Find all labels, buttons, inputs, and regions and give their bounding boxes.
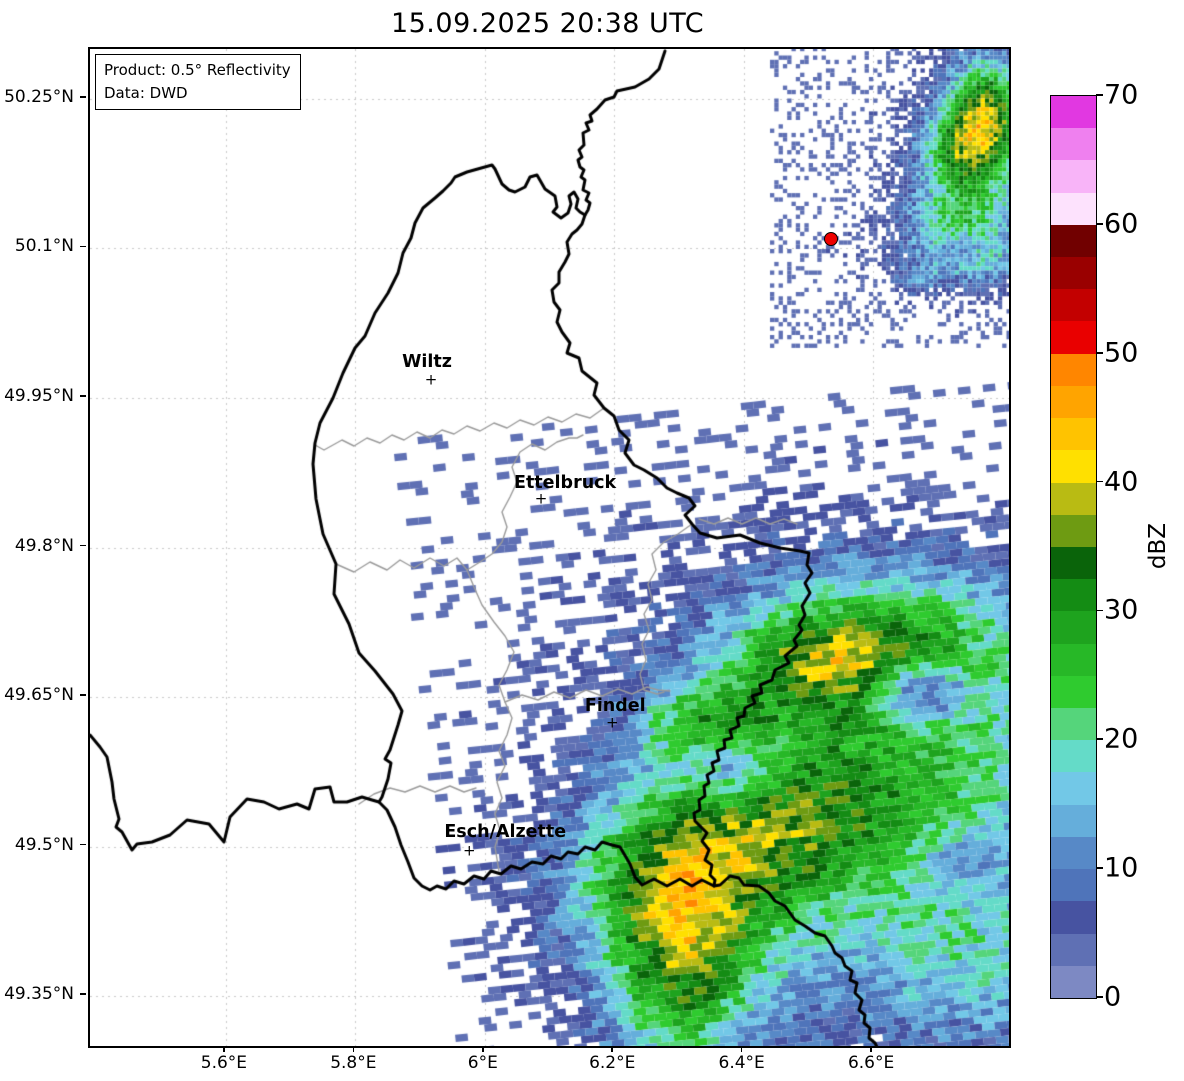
colorbar-tick-label: 10 bbox=[1104, 852, 1139, 884]
x-tickmark bbox=[482, 1046, 484, 1052]
colorbar-axis-label: dBZ bbox=[1145, 522, 1171, 570]
y-tickmark bbox=[80, 395, 86, 397]
y-tick-label: 50.1°N bbox=[14, 236, 74, 257]
y-tickmark bbox=[80, 245, 86, 248]
city-marker-icon: + bbox=[605, 713, 619, 732]
colorbar-segment bbox=[1051, 836, 1096, 870]
y-tick-label: 49.65°N bbox=[4, 685, 74, 706]
x-tickmark bbox=[223, 1046, 225, 1052]
y-tickmark bbox=[80, 694, 86, 696]
city-marker-icon: + bbox=[462, 840, 476, 859]
y-tickmark bbox=[80, 96, 86, 98]
colorbar-segment bbox=[1051, 965, 1096, 998]
colorbar-tickmark bbox=[1096, 223, 1103, 225]
product-info-box: Product: 0.5° Reflectivity Data: DWD bbox=[95, 54, 301, 110]
colorbar-tick-label: 30 bbox=[1104, 594, 1139, 626]
colorbar-segment bbox=[1051, 901, 1096, 934]
colorbar-segment bbox=[1051, 514, 1096, 547]
x-tick-label: 6.6°E bbox=[847, 1053, 895, 1073]
y-tick-label: 49.8°N bbox=[14, 535, 74, 556]
x-tick-label: 6°E bbox=[467, 1053, 498, 1073]
colorbar-segment bbox=[1051, 160, 1096, 193]
x-tickmark bbox=[870, 1046, 872, 1052]
colorbar-segment bbox=[1051, 289, 1096, 322]
colorbar-tickmark bbox=[1096, 996, 1103, 998]
y-tickmark bbox=[80, 993, 86, 995]
colorbar-segment bbox=[1051, 353, 1096, 386]
x-tick-label: 5.8°E bbox=[330, 1053, 377, 1073]
colorbar-tickmark bbox=[1096, 351, 1103, 354]
x-tick-label: 6.2°E bbox=[589, 1053, 636, 1073]
colorbar-segment bbox=[1051, 224, 1096, 257]
product-info-line2: Data: DWD bbox=[104, 83, 188, 102]
x-tickmark bbox=[352, 1046, 355, 1052]
colorbar-tick-label: 40 bbox=[1104, 466, 1139, 498]
map-title: 15.09.2025 20:38 UTC bbox=[390, 8, 705, 39]
y-tick-label: 49.95°N bbox=[4, 385, 74, 406]
city-marker-icon: + bbox=[424, 370, 438, 389]
colorbar-segment bbox=[1051, 256, 1096, 290]
colorbar-tick-label: 60 bbox=[1104, 208, 1139, 240]
colorbar-segment bbox=[1051, 418, 1096, 451]
colorbar-segment bbox=[1051, 128, 1096, 161]
colorbar-segment bbox=[1051, 675, 1096, 709]
x-tickmark bbox=[740, 1046, 743, 1052]
colorbar-tickmark bbox=[1096, 738, 1103, 741]
y-tick-label: 49.5°N bbox=[14, 834, 74, 855]
colorbar-segment bbox=[1051, 804, 1096, 837]
colorbar-tickmark bbox=[1096, 94, 1103, 96]
colorbar-tick-label: 0 bbox=[1104, 981, 1122, 1013]
colorbar-segment bbox=[1051, 450, 1096, 483]
city-label: Esch/Alzette bbox=[444, 821, 567, 842]
colorbar-tick-label: 70 bbox=[1104, 79, 1139, 111]
product-info-line1: Product: 0.5° Reflectivity bbox=[104, 61, 291, 79]
y-tick-label: 50.25°N bbox=[4, 86, 74, 107]
x-tickmark bbox=[611, 1046, 613, 1052]
colorbar-tick-label: 50 bbox=[1104, 337, 1139, 369]
colorbar-tickmark bbox=[1096, 609, 1103, 612]
colorbar-segment bbox=[1051, 708, 1096, 741]
colorbar-segment bbox=[1051, 192, 1096, 225]
colorbar-segment bbox=[1051, 933, 1096, 966]
city-label: Wiltz bbox=[402, 352, 452, 372]
y-tick-label: 49.35°N bbox=[4, 984, 74, 1005]
colorbar-segment bbox=[1051, 740, 1096, 773]
x-tick-label: 5.6°E bbox=[200, 1053, 248, 1073]
colorbar-tick-label: 20 bbox=[1104, 723, 1139, 755]
colorbar-segment bbox=[1051, 611, 1096, 644]
map-canvas bbox=[90, 49, 1009, 1046]
colorbar-segment bbox=[1051, 579, 1096, 612]
y-tickmark bbox=[80, 843, 86, 846]
reflectivity-colorbar bbox=[1050, 95, 1097, 999]
x-tick-label: 6.4°E bbox=[718, 1053, 765, 1073]
colorbar-segment bbox=[1051, 772, 1096, 805]
colorbar-segment bbox=[1051, 482, 1096, 515]
colorbar-segment bbox=[1051, 321, 1096, 354]
station-marker-dot bbox=[824, 232, 839, 247]
colorbar-segment bbox=[1051, 385, 1096, 419]
colorbar-segment bbox=[1051, 95, 1096, 129]
y-tickmark bbox=[80, 544, 86, 547]
city-label: Findel bbox=[584, 695, 646, 716]
colorbar-tickmark bbox=[1096, 480, 1103, 483]
city-marker-icon: + bbox=[534, 488, 548, 507]
map-plot: Product: 0.5° Reflectivity Data: DWD + Wi… bbox=[88, 47, 1011, 1048]
colorbar-segment bbox=[1051, 643, 1096, 676]
colorbar-segment bbox=[1051, 546, 1096, 580]
colorbar-tickmark bbox=[1096, 867, 1103, 869]
colorbar-segment bbox=[1051, 869, 1096, 902]
city-label: Ettelbruck bbox=[513, 472, 617, 493]
